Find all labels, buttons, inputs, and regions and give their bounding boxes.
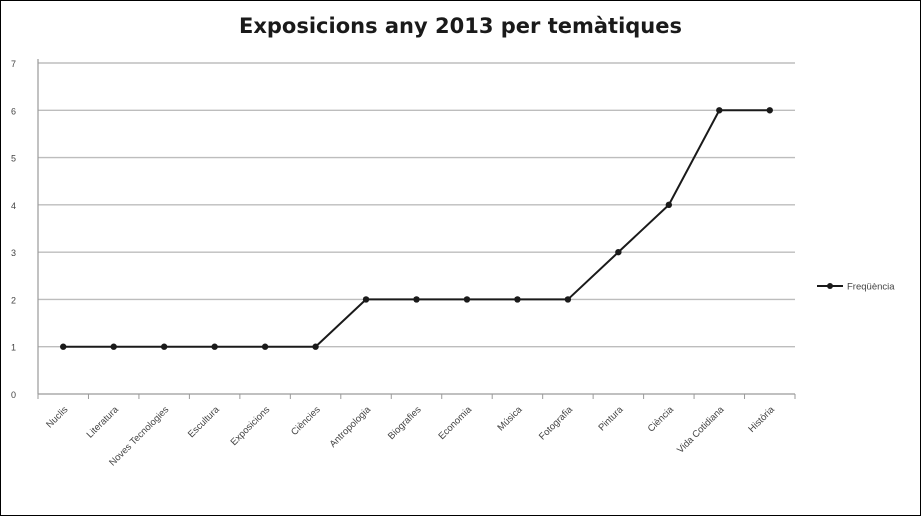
- x-tick-label: Exposicions: [229, 404, 273, 448]
- data-point: [564, 296, 572, 303]
- x-tick-label: Fotografia: [537, 404, 576, 443]
- y-tick-label: 1: [11, 343, 16, 353]
- y-tick-label: 7: [11, 59, 16, 69]
- data-point: [110, 343, 117, 350]
- y-tick-label: 4: [11, 201, 16, 211]
- x-tick-label: Literatura: [85, 404, 122, 441]
- data-point: [362, 296, 370, 303]
- x-tick-label: Economia: [436, 404, 474, 442]
- data-point: [211, 343, 218, 350]
- data-point: [463, 296, 471, 303]
- data-point: [413, 296, 420, 303]
- data-point: [615, 248, 622, 256]
- data-point: [60, 343, 67, 350]
- series-line: [63, 109, 770, 348]
- x-tick-label: Antropologia: [328, 404, 374, 450]
- y-tick-label: 0: [11, 390, 16, 400]
- x-tick-label: Nuclis: [44, 404, 70, 430]
- x-tick-label: Pintura: [596, 404, 626, 434]
- data-point: [514, 296, 521, 303]
- x-tick-label: Escultura: [186, 404, 222, 440]
- y-tick-label: 6: [11, 106, 16, 116]
- data-point: [766, 107, 773, 114]
- data-point: [160, 343, 168, 350]
- x-tick-label: Biografies: [386, 404, 424, 442]
- data-point: [716, 107, 723, 114]
- x-tick-label: Ciència: [646, 404, 677, 435]
- y-tick-label: 5: [11, 154, 16, 164]
- data-point: [665, 201, 673, 209]
- y-tick-label: 2: [11, 295, 16, 305]
- x-tick-label: Vida Cotidiana: [675, 404, 727, 456]
- y-tick-label: 3: [11, 248, 16, 258]
- legend-label: Freqüència: [847, 282, 895, 293]
- data-point: [312, 343, 319, 350]
- x-tick-label: Història: [746, 404, 777, 435]
- data-point: [261, 343, 269, 350]
- x-tick-label: Música: [495, 404, 525, 434]
- chart-title: Exposicions any 2013 per temàtiques: [239, 14, 682, 38]
- legend-marker: [827, 283, 833, 289]
- x-tick-label: Ciències: [289, 404, 323, 438]
